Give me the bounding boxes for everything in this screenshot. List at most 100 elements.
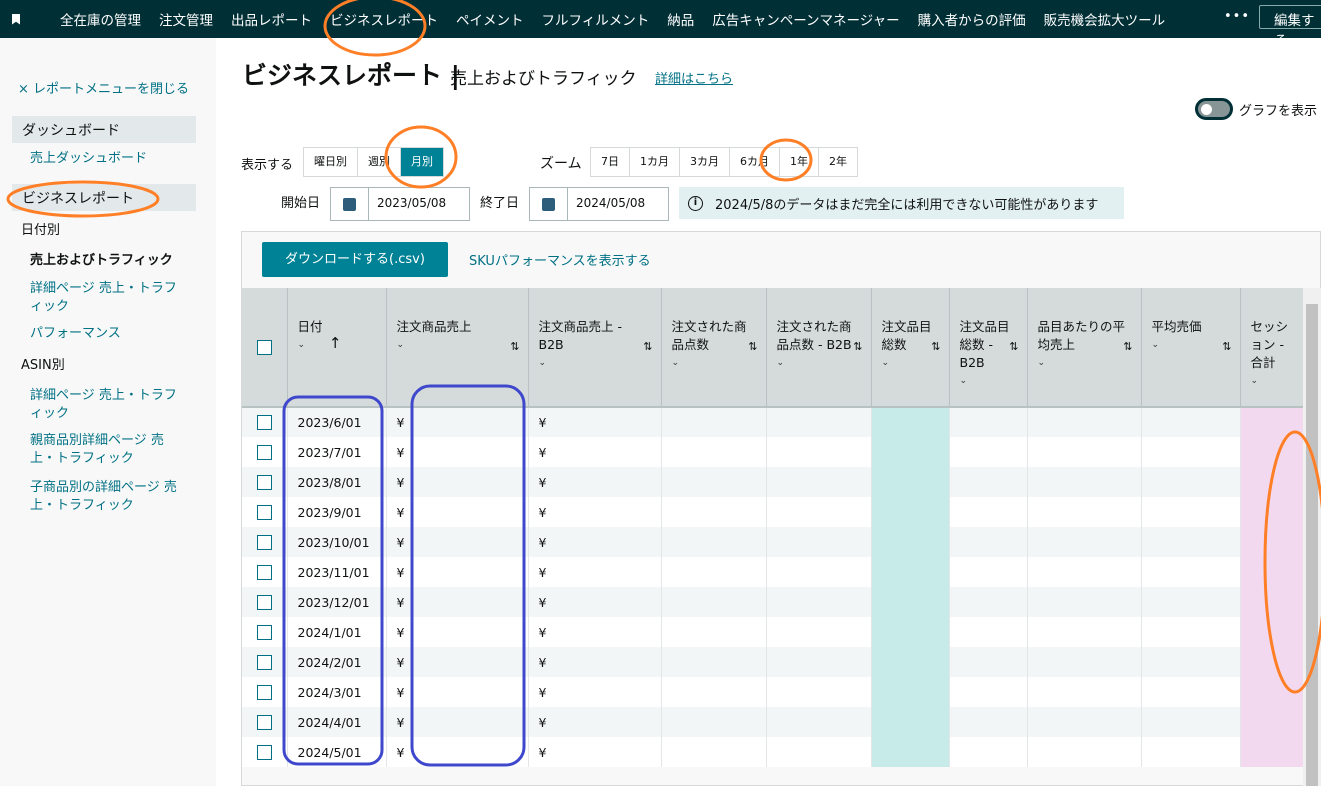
sidebar-item-asin-detail[interactable]: 詳細ページ 売上・トラフィック <box>30 388 177 421</box>
sort-icon[interactable]: ↑ <box>328 334 342 352</box>
nav-item[interactable]: フルフィルメント <box>541 13 650 29</box>
table-cell: ¥ <box>386 467 529 497</box>
chevron-down-icon[interactable]: ⌄ <box>1250 376 1259 386</box>
column-header[interactable]: 注文品目総数 - B2B ⌄ ⇅ <box>949 288 1028 408</box>
graph-toggle[interactable] <box>1195 98 1233 120</box>
table-cell <box>766 647 872 677</box>
chevron-down-icon[interactable]: ⌄ <box>1151 340 1160 350</box>
zoom-option[interactable]: 3カ月 <box>680 148 730 176</box>
column-header[interactable]: 注文品目総数 ⌄ ⇅ <box>871 288 950 408</box>
column-header[interactable]: 品目あたりの平均売上 ⌄ ⇅ <box>1027 288 1142 408</box>
calendar-icon[interactable] <box>530 188 568 220</box>
column-header[interactable]: 注文された商品点数 ⌄ ⇅ <box>661 288 767 408</box>
column-header[interactable]: 注文商品売上 - B2B ⌄ ⇅ <box>528 288 662 408</box>
sidebar-item-sales-dashboard[interactable]: 売上ダッシュボード <box>30 151 148 166</box>
table-cell <box>1141 707 1241 737</box>
row-checkbox[interactable] <box>256 534 272 550</box>
sort-icon[interactable]: ⇅ <box>853 340 863 353</box>
display-option[interactable]: 曜日別 <box>304 148 358 176</box>
chevron-down-icon[interactable]: ⌄ <box>671 358 680 368</box>
sort-icon[interactable]: ⇅ <box>748 340 758 353</box>
nav-item[interactable]: 広告キャンペーンマネージャー <box>712 13 900 29</box>
display-option[interactable]: 月別 <box>401 148 443 176</box>
nav-item[interactable]: 販売機会拡大ツール <box>1043 13 1166 29</box>
nav-item[interactable]: ペイメント <box>456 13 524 29</box>
vertical-scrollbar[interactable] <box>1303 288 1321 786</box>
zoom-segment: 7日 1カ月 3カ月 6カ月 1年 2年 <box>590 147 858 177</box>
row-checkbox[interactable] <box>256 415 272 430</box>
row-checkbox[interactable] <box>256 444 272 460</box>
nav-item[interactable]: 納品 <box>667 13 695 29</box>
calendar-icon[interactable] <box>331 188 369 220</box>
sort-icon[interactable]: ⇅ <box>1123 340 1133 353</box>
row-checkbox[interactable] <box>256 744 272 760</box>
chevron-down-icon[interactable]: ⌄ <box>396 340 405 350</box>
chevron-down-icon[interactable]: ⌄ <box>538 358 547 368</box>
sidebar-item-performance[interactable]: パフォーマンス <box>30 326 121 341</box>
table-cell <box>1141 557 1241 587</box>
end-date-field[interactable]: 2024/05/08 <box>529 187 669 221</box>
column-header[interactable]: 注文商品売上 ⌄ ⇅ <box>386 288 529 408</box>
sort-icon[interactable]: ⇅ <box>510 340 520 353</box>
detail-link[interactable]: 詳細はこちら <box>655 72 734 87</box>
chevron-down-icon[interactable]: ⌄ <box>1037 358 1046 368</box>
bookmark-icon[interactable] <box>12 13 20 25</box>
sidebar-item-parent-detail[interactable]: 親商品別詳細ページ 売上・トラフィック <box>30 433 164 466</box>
table-cell <box>1240 707 1304 737</box>
row-checkbox[interactable] <box>256 594 272 610</box>
chevron-down-icon[interactable]: ⌄ <box>881 358 890 368</box>
sidebar-item-detail-page[interactable]: 詳細ページ 売上・トラフィック <box>30 281 177 314</box>
display-option[interactable]: 週別 <box>358 148 401 176</box>
nav-item[interactable]: ビジネスレポート <box>330 13 438 29</box>
display-label: 表示する <box>241 158 294 173</box>
nav-item[interactable]: 注文管理 <box>159 13 213 29</box>
table-cell <box>871 527 950 557</box>
table-cell <box>1240 467 1304 497</box>
table-cell: ¥ <box>528 587 662 617</box>
sidebar-item-child-detail[interactable]: 子商品別の詳細ページ 売上・トラフィック <box>30 480 177 513</box>
table-cell <box>242 557 288 587</box>
end-date-value[interactable]: 2024/05/08 <box>576 196 646 210</box>
sidebar-item-sales-traffic[interactable]: 売上およびトラフィック <box>30 253 173 268</box>
column-header[interactable]: 注文された商品点数 - B2B ⌄ ⇅ <box>766 288 872 408</box>
chevron-down-icon[interactable]: ⌄ <box>776 358 785 368</box>
zoom-option[interactable]: 6カ月 <box>730 148 780 176</box>
column-header[interactable]: セッション - 合計 ⌄ <box>1240 288 1304 408</box>
chevron-down-icon[interactable]: ⌄ <box>959 376 968 386</box>
table-cell <box>661 707 767 737</box>
table-cell: ¥ <box>386 527 529 557</box>
sort-icon[interactable]: ⇅ <box>1222 340 1232 353</box>
nav-item[interactable]: 出品レポート <box>231 13 312 29</box>
column-header[interactable]: 平均売価 ⌄ ⇅ <box>1141 288 1241 408</box>
download-csv-button[interactable]: ダウンロードする(.csv) <box>262 242 448 277</box>
sort-icon[interactable]: ⇅ <box>1009 340 1019 353</box>
edit-button[interactable]: 編集する <box>1259 5 1321 49</box>
table-cell <box>1240 557 1304 587</box>
row-checkbox[interactable] <box>256 684 272 700</box>
row-checkbox[interactable] <box>256 714 272 730</box>
zoom-option[interactable]: 7日 <box>591 148 630 176</box>
table-cell <box>871 647 950 677</box>
start-date-field[interactable]: 2023/05/08 <box>330 187 470 221</box>
table-cell <box>949 677 1028 707</box>
row-checkbox[interactable] <box>256 504 272 520</box>
column-header[interactable]: 日付 ⌄ ↑ <box>287 288 387 408</box>
zoom-option[interactable]: 2年 <box>819 148 857 176</box>
chevron-down-icon[interactable]: ⌄ <box>297 340 306 350</box>
nav-item[interactable]: 購入者からの評価 <box>917 13 1026 29</box>
nav-item[interactable]: 全在庫の管理 <box>60 13 141 29</box>
graph-toggle-label: グラフを表示 <box>1239 104 1318 119</box>
row-checkbox[interactable] <box>256 474 272 490</box>
row-checkbox[interactable] <box>256 654 272 670</box>
select-all-checkbox[interactable] <box>256 340 272 355</box>
row-checkbox[interactable] <box>256 624 272 640</box>
zoom-option[interactable]: 1カ月 <box>630 148 680 176</box>
start-date-value[interactable]: 2023/05/08 <box>377 196 447 210</box>
more-icon[interactable]: ••• <box>1224 9 1251 24</box>
row-checkbox[interactable] <box>256 564 272 580</box>
sort-icon[interactable]: ⇅ <box>931 340 941 353</box>
zoom-option[interactable]: 1年 <box>780 148 819 176</box>
close-report-menu[interactable]: × レポートメニューを閉じる <box>18 82 190 97</box>
sort-icon[interactable]: ⇅ <box>643 340 653 353</box>
sku-performance-link[interactable]: SKUパフォーマンスを表示する <box>469 254 651 269</box>
